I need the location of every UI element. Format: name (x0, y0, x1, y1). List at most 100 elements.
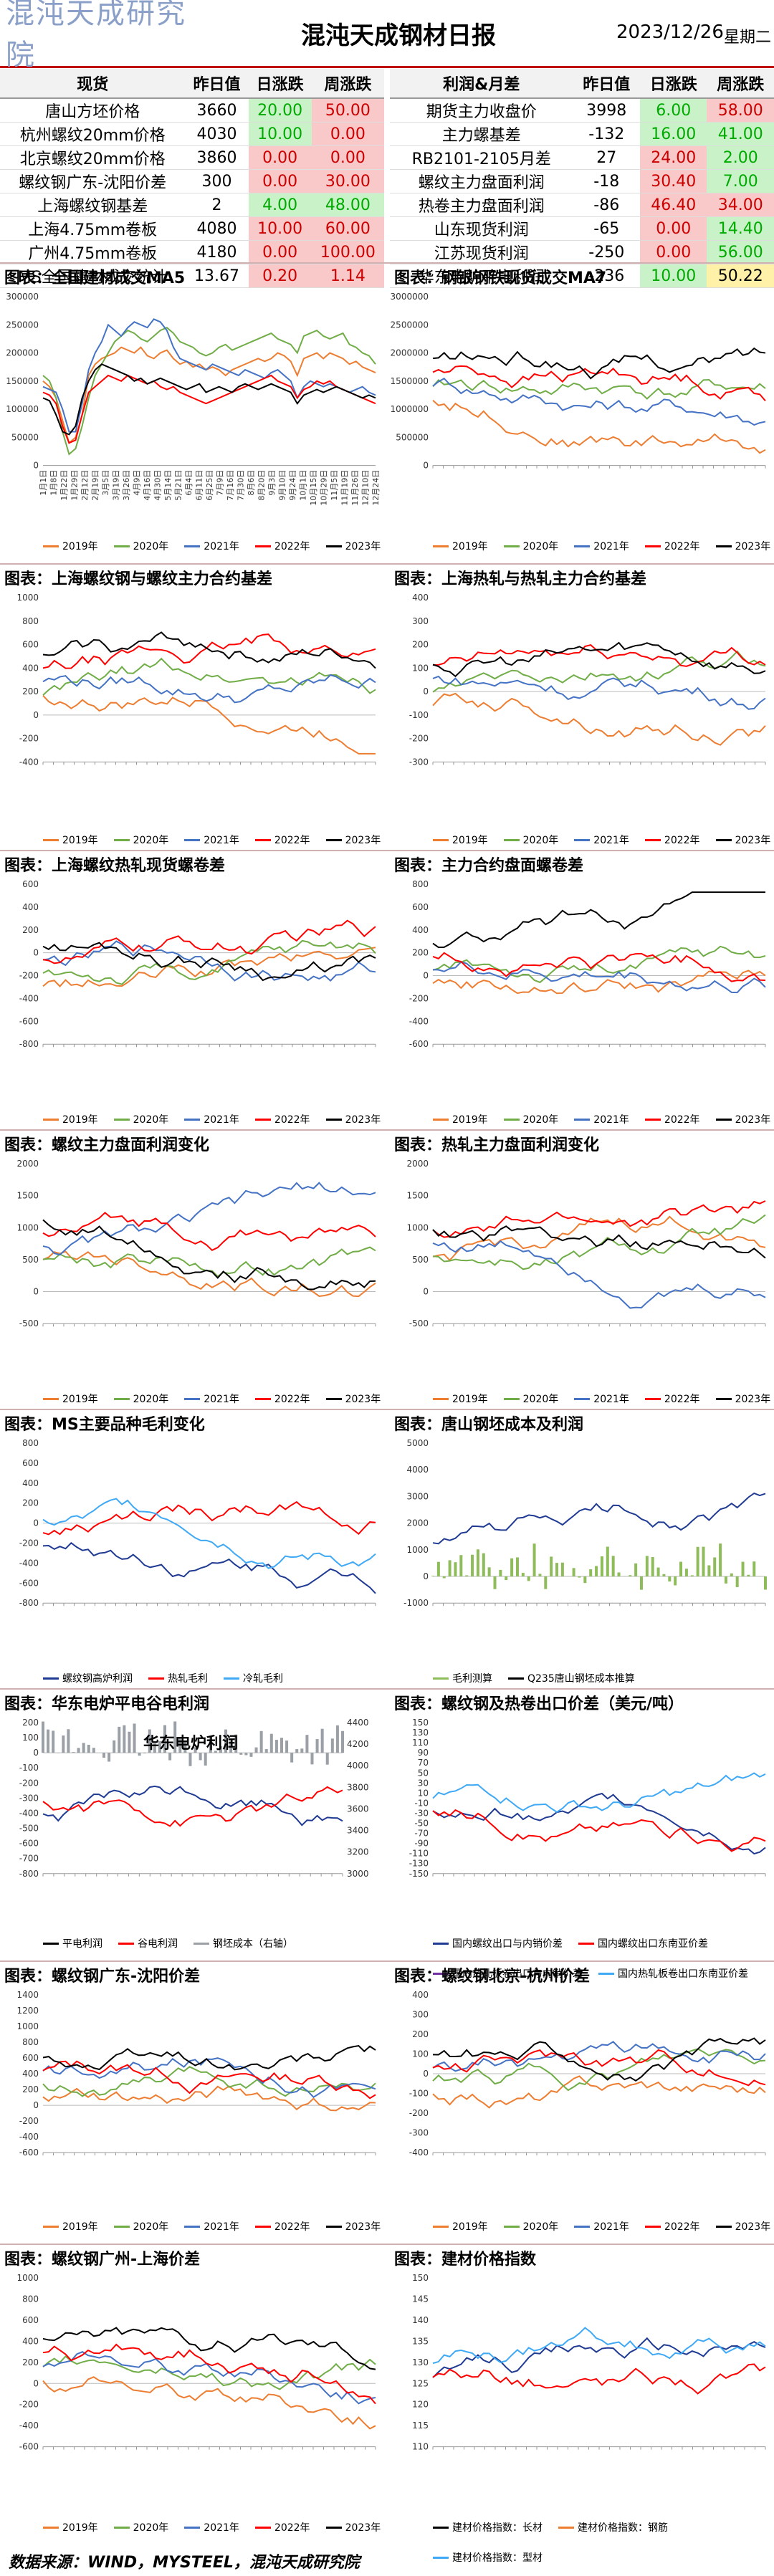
bar (315, 1739, 319, 1753)
legend-label: 2022年 (274, 2522, 310, 2534)
series-line (432, 1215, 766, 1262)
legend-label: 2019年 (62, 541, 98, 552)
series-line (432, 969, 766, 995)
legend-label: 2020年 (522, 541, 559, 552)
legend-label: 2023年 (345, 2221, 381, 2233)
report-date: 2023/12/26 (616, 21, 724, 43)
chart-3: 400 300 200 100 0 -100 -200 -300 (409, 593, 766, 767)
day-change: 10.00 (640, 264, 707, 288)
series-line (432, 1772, 766, 1814)
chart-title: 图表：主力合约盘面螺卷差 (394, 857, 584, 875)
y-tick-label: -300 (409, 2128, 429, 2138)
chart-title: 图表：上海热轧与热轧主力合约基差 (394, 570, 647, 588)
chart-11: 1501301109070503010-10-30-50-70-90-110-1… (409, 1718, 766, 1879)
legend-label: 2022年 (664, 1394, 700, 1405)
legend-swatch (433, 545, 449, 547)
y-tick-label: 200 (22, 925, 39, 935)
series-line (432, 2048, 766, 2092)
series-line (42, 2066, 376, 2097)
y-tick-label: 400 (412, 1990, 429, 2000)
chart-legend: 2019年 2020年 2021年 2022年 2023年 (433, 539, 774, 553)
y-tick-label: -400 (19, 993, 39, 1003)
row-value: 3660 (185, 98, 249, 123)
legend-swatch (715, 545, 732, 547)
row-value: -18 (573, 169, 640, 193)
bar (219, 1746, 222, 1753)
chart-legend: 2019年 2020年 2021年 2022年 2023年 (433, 1112, 774, 1126)
series-line (432, 644, 766, 667)
y-tick-label: 600 (22, 879, 39, 889)
y-tick-label: -110 (409, 1849, 429, 1859)
row-value: 4080 (185, 216, 249, 241)
legend-swatch (325, 1118, 342, 1121)
bar (719, 1543, 722, 1576)
y-tick-label: -100 (19, 1763, 39, 1773)
bar (724, 1576, 727, 1584)
y-tick-label: 0 (33, 1518, 39, 1528)
legend-label: 2023年 (345, 2522, 381, 2534)
bar (544, 1576, 548, 1589)
bar (274, 1739, 278, 1753)
legend-item: 2022年 (254, 833, 310, 847)
y-tick-label: 800 (412, 879, 429, 889)
legend-label: 2021年 (593, 541, 629, 552)
row-label: 唐山方坯价格 (0, 98, 186, 123)
chart-14: 1000 800 600 400 200 0 -200 -400 -600 (16, 2273, 376, 2452)
week-change: 60.00 (311, 216, 384, 241)
week-change: 30.00 (311, 169, 384, 193)
y-tick-label: 2000000 (391, 348, 429, 358)
week-change: 50.22 (707, 264, 774, 288)
y-tick-label: 800 (22, 1438, 39, 1448)
section-divider (0, 1129, 774, 1131)
legend-label: 2019年 (62, 835, 98, 846)
bar (521, 1573, 525, 1576)
bar (459, 1555, 463, 1576)
bar (62, 1735, 65, 1753)
series-line (42, 674, 376, 704)
y-tick-label: 150 (412, 1718, 429, 1728)
x-tick-label: 6月4日 (184, 470, 194, 496)
bar (188, 1753, 192, 1766)
legend-swatch (503, 1397, 520, 1400)
y-tick-label: -50 (414, 1819, 429, 1829)
y-tick-label: -800 (19, 1598, 39, 1608)
table-header: 昨日值 (573, 69, 640, 99)
day-change: 0.00 (640, 240, 707, 264)
legend-swatch (184, 545, 201, 547)
legend-item: 国内热轧板卷出口东南亚价差 (598, 1966, 748, 1981)
legend-swatch (113, 1118, 130, 1121)
series-line (432, 2363, 766, 2395)
legend-swatch (43, 1397, 59, 1400)
legend-swatch (184, 1118, 201, 1121)
chart-8: 800 600 400 200 0 -200 -400 -600 -800 (19, 1438, 376, 1608)
y-tick-label: 140 (412, 2315, 429, 2325)
x-tick-label: 10月1日 (299, 470, 308, 501)
legend-swatch (433, 1397, 449, 1400)
y-tick-label: 110 (412, 2442, 429, 2452)
table-header: 昨日值 (185, 69, 249, 99)
bar (153, 1743, 156, 1753)
y2-tick-label: 3000 (347, 1869, 369, 1879)
bar (487, 1567, 491, 1576)
legend-label: 2022年 (664, 2221, 700, 2233)
legend-item: 毛利测算 (433, 1671, 492, 1685)
bar (550, 1556, 553, 1576)
legend-swatch (503, 2225, 520, 2228)
series-line (432, 2041, 766, 2072)
legend-swatch (715, 838, 732, 841)
bar (442, 1576, 446, 1579)
legend-item: 2020年 (113, 2520, 168, 2534)
legend-item: 2019年 (43, 1112, 98, 1126)
legend-item: 2020年 (503, 2219, 558, 2233)
legend-label: 2022年 (274, 1394, 310, 1405)
x-tick-label: 12月10日 (361, 470, 371, 506)
bar (560, 1562, 564, 1576)
report-header: 混沌天成研究院 混沌天成钢材日报 2023/12/26 星期二 (0, 0, 774, 72)
bar (123, 1725, 126, 1753)
y-tick-label: 115 (412, 2421, 429, 2431)
row-label: 螺纹钢广东-沈阳价差 (0, 169, 186, 193)
series-line (42, 1182, 376, 1256)
y-tick-label: 0 (423, 1287, 429, 1297)
y-tick-label: 600 (22, 640, 39, 650)
legend-label: 2022年 (274, 541, 310, 552)
